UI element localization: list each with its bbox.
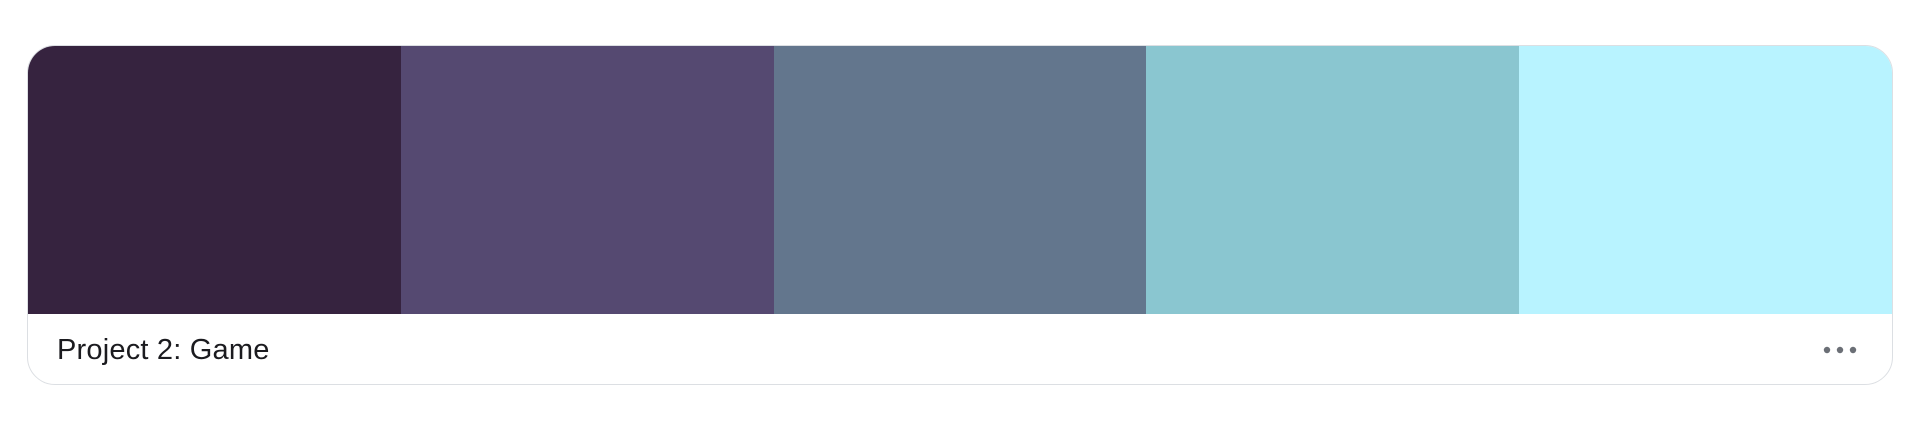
color-swatch-2[interactable] xyxy=(400,46,774,314)
more-horizontal-icon xyxy=(1823,346,1857,354)
palette-card[interactable]: Project 2: Game xyxy=(27,45,1893,385)
color-swatch-3[interactable] xyxy=(773,46,1147,314)
palette-name: Project 2: Game xyxy=(57,333,270,366)
color-swatch-1[interactable] xyxy=(28,46,401,314)
card-footer: Project 2: Game xyxy=(28,314,1892,384)
color-swatch-5[interactable] xyxy=(1519,46,1892,314)
more-options-button[interactable] xyxy=(1818,328,1862,372)
color-swatch-4[interactable] xyxy=(1146,46,1520,314)
swatch-row xyxy=(28,46,1892,314)
